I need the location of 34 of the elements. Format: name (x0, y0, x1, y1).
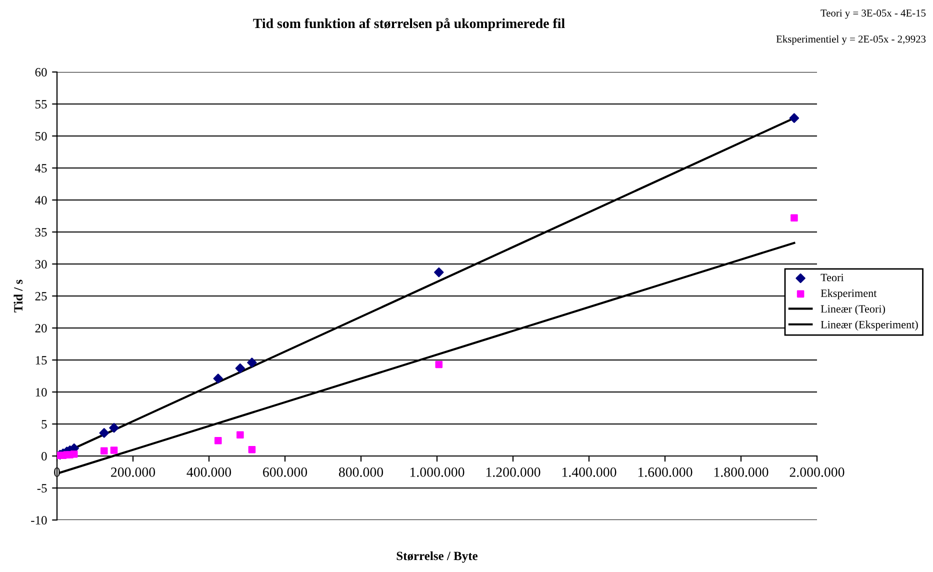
y-tick-label: 25 (35, 292, 47, 300)
y-tick-label: 35 (35, 228, 47, 236)
text: Teori y = 3E-05x - 4E-15 (820, 10, 926, 19)
y-tick-label: 55 (36, 100, 47, 108)
y-tick-label: 0 (42, 452, 47, 460)
text: Eksperimentiel y = 2E-05x - 2,9923 (776, 35, 926, 45)
y-tick-label: -10 (31, 516, 47, 524)
y-axis-title: Tid / s (14, 280, 23, 312)
y-tick-label: 15 (36, 356, 47, 364)
y-tick-label: 50 (36, 132, 47, 140)
x-tick-label: 1.000.000 (410, 468, 464, 477)
legend-label: Eksperiment (820, 289, 877, 300)
x-tick-label: 1.800.000 (714, 468, 768, 477)
x-tick-label: 2.000.000 (790, 468, 844, 477)
x-tick-label: 1.200.000 (486, 468, 540, 477)
x-tick-label: 800.000 (338, 468, 384, 477)
x-tick-label: 1.600.000 (638, 468, 692, 477)
y-tick-label: 40 (35, 196, 47, 204)
y-tick-label: 45 (35, 164, 47, 172)
y-tick-label: 30 (35, 260, 47, 268)
x-tick-label: 1.400.000 (562, 468, 616, 477)
x-tick-label: 600.000 (263, 468, 308, 477)
y-tick-label: -5 (37, 484, 47, 492)
x-axis-title: Størrelse / Byte (396, 551, 478, 563)
legend-label: Lineær (Eksperiment) (820, 320, 918, 331)
x-tick-label: 400.000 (186, 468, 232, 477)
y-tick-label: 5 (42, 420, 47, 428)
chart-title: Tid som funktion af størrelsen på ukomprimerede fil (253, 18, 565, 31)
y-tick-label: 60 (35, 68, 47, 76)
y-tick-label: 10 (36, 388, 47, 396)
x-tick-label: 200.000 (111, 468, 156, 477)
y-tick-label: 20 (35, 324, 47, 332)
legend-label: Lineær (Teori) (820, 304, 885, 315)
legend-label: Teori (820, 274, 844, 282)
